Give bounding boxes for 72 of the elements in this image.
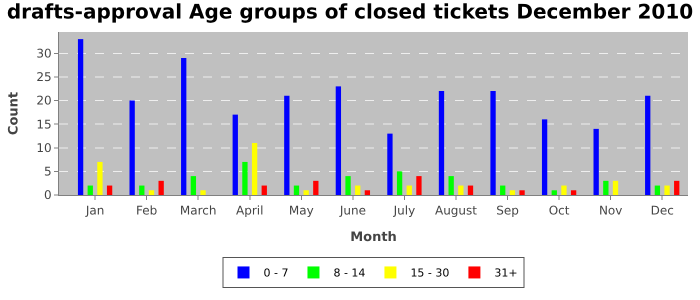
x-tick-label: June: [338, 203, 366, 218]
x-tick-label: Nov: [598, 203, 622, 218]
bar: [490, 91, 496, 195]
y-tick-label: 15: [36, 117, 52, 132]
x-axis-title: Month: [350, 230, 397, 245]
bar: [406, 186, 412, 195]
bar: [181, 58, 186, 195]
x-tick-label: Feb: [136, 203, 158, 218]
bar: [654, 186, 660, 195]
legend-label: 8 - 14: [333, 266, 366, 280]
y-axis-title: Count: [6, 92, 22, 136]
legend-label: 31+: [494, 266, 518, 280]
bar: [252, 143, 258, 195]
bar: [158, 180, 164, 195]
bar: [139, 186, 144, 195]
bar: [242, 162, 248, 195]
bar: [78, 39, 84, 195]
bar: [129, 100, 135, 195]
y-tick-label: 25: [36, 70, 52, 84]
y-tick-label: 0: [44, 188, 52, 202]
bar: [88, 186, 93, 195]
bar: [570, 190, 576, 195]
bar: [603, 180, 608, 195]
bar: [396, 171, 402, 195]
bar: [519, 190, 525, 195]
bar: [148, 190, 154, 195]
bar: [645, 96, 650, 195]
chart-title: drafts-approval Age groups of closed tickets December 2010: [6, 0, 694, 24]
legend-label: 15 - 30: [410, 266, 450, 280]
x-tick-label: August: [434, 203, 478, 218]
bar: [561, 186, 567, 195]
bar: [284, 96, 290, 195]
bar: [448, 176, 454, 195]
y-tick-label: 30: [36, 46, 52, 60]
bar: [664, 186, 670, 195]
bar: [458, 186, 464, 195]
bar: [364, 190, 370, 195]
bar: [542, 119, 548, 195]
x-tick-label: March: [180, 203, 216, 218]
x-tick-label: Dec: [650, 203, 674, 218]
x-tick-label: Jan: [84, 203, 104, 218]
bar: [594, 128, 599, 195]
y-tick-label: 5: [44, 164, 52, 179]
bar: [468, 186, 474, 195]
x-tick-label: Oct: [548, 203, 570, 218]
bar: [294, 186, 300, 195]
bar: [345, 176, 351, 195]
bar: [262, 186, 267, 195]
bar: [200, 190, 206, 195]
bar: [106, 186, 112, 195]
bar: [313, 180, 318, 195]
x-tick-label: Sep: [496, 203, 519, 218]
bar: [500, 186, 506, 195]
bar: [612, 180, 618, 195]
bar: [303, 190, 309, 195]
bar: [190, 176, 196, 195]
y-tick-label: 10: [36, 140, 52, 155]
bar: [438, 91, 444, 195]
bar: [336, 86, 342, 195]
x-tick-label: April: [236, 203, 264, 218]
bar: [232, 114, 238, 195]
bar: [674, 180, 680, 195]
x-tick-label: May: [288, 203, 314, 218]
bar: [355, 186, 360, 195]
y-tick-label: 20: [36, 94, 52, 108]
bar: [510, 190, 516, 195]
bar: [387, 134, 393, 195]
legend-label: 0 - 7: [264, 266, 288, 280]
bar: [552, 190, 557, 195]
bar: [416, 176, 422, 195]
x-tick-label: July: [392, 203, 416, 218]
bar: [97, 162, 103, 195]
